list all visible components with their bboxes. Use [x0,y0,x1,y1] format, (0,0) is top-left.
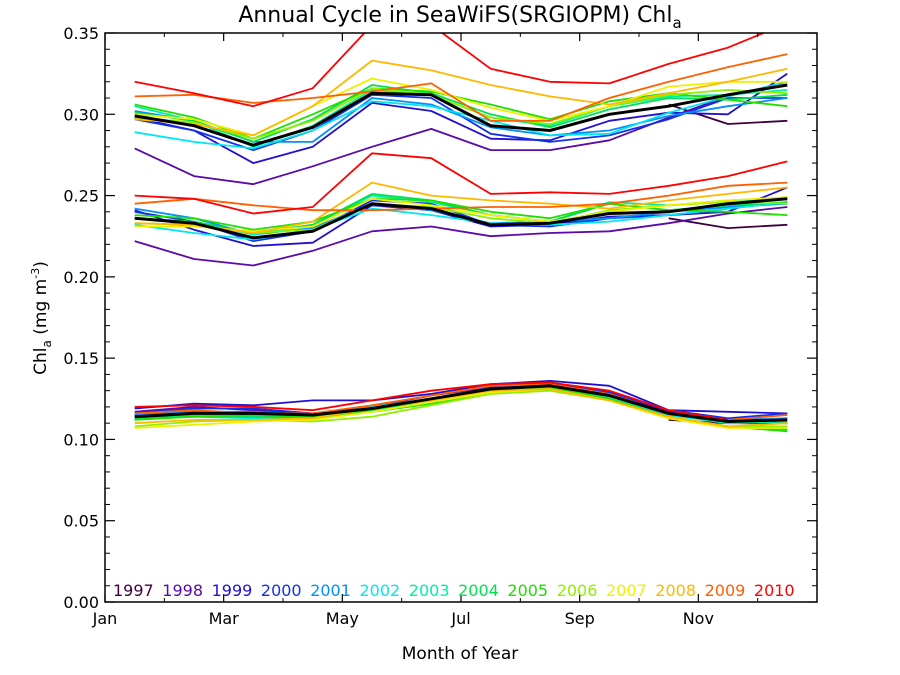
x-tick-label: Nov [683,609,714,628]
legend-entry-2008: 2008 [655,581,696,600]
series-line-2010-group-1 [134,33,766,108]
series-line-2010-group-3 [134,381,729,421]
y-tick-label: 0.00 [63,593,99,612]
legend-entry-2009: 2009 [705,581,746,600]
y-tick-label: 0.15 [63,349,99,368]
y-tick-label: 0.35 [63,24,99,43]
legend-entry-2004: 2004 [458,581,499,600]
chart-title-subscript: a [672,14,681,32]
series-line-2007-group-3 [134,388,788,429]
legend-entry-2010: 2010 [754,581,795,600]
legend-entry-2003: 2003 [409,581,450,600]
series-line-mean-group-2 [134,197,788,240]
y-tick-label: 0.25 [63,187,99,206]
ticks-layer: Jan Mar May Jul Sep Nov 0.00 0.05 0.10 0.15 0.20 0.… [63,24,818,628]
legend-entry-2007: 2007 [606,581,647,600]
series-line-2002-group-1 [134,80,788,150]
series-line-2008-group-1 [134,59,788,137]
legend-entry-2001: 2001 [310,581,351,600]
legend-entry-2006: 2006 [557,581,598,600]
y-axis-label-superscript: -3 [29,268,42,279]
x-tick-label: Jan [92,609,118,628]
chart-title: Annual Cycle in SeaWiFS(SRGIOPM) Chla [238,3,681,32]
y-axis-label-subscript: a [40,340,54,347]
y-tick-label: 0.10 [63,430,99,449]
series-line-2007-group-2 [134,196,788,233]
y-axis-label-units: (mg m [31,279,51,340]
series-line-2010-group-2 [134,152,788,215]
series-line-1999-group-3 [134,379,788,415]
x-tick-label: Jul [450,609,470,628]
series-line-2009-group-2 [134,181,788,212]
legend-entry-1998: 1998 [162,581,203,600]
y-tick-label: 0.20 [63,268,99,287]
legend-entry-2002: 2002 [360,581,401,600]
y-axis-label-close: ) [31,261,51,268]
series-line-1999-group-1 [134,72,788,165]
x-tick-label: Sep [565,609,595,628]
series-line-2004-group-1 [134,84,788,143]
legend-entry-1999: 1999 [212,581,253,600]
series-line-2008-group-3 [134,388,788,428]
legend-entry-2005: 2005 [507,581,548,600]
series-line-1998-group-2 [134,206,788,267]
legend-entry-1997: 1997 [113,581,154,600]
y-axis-label: Chla (mg m-3) [29,261,54,375]
x-axis-label: Month of Year [402,644,518,664]
series-line-mean-group-3 [134,384,788,423]
series-line-2008-group-2 [134,181,788,234]
series-line-2009-group-1 [134,53,788,122]
series-layer [134,33,788,433]
y-tick-label: 0.05 [63,512,99,531]
series-line-2002-group-2 [134,201,788,241]
x-tick-label: May [326,609,359,628]
legend: 1997 1998 1999 2000 2001 2002 2003 2004 2005 2006… [113,581,795,600]
series-line-1997-group-2 [668,217,788,230]
y-tick-label: 0.30 [63,105,99,124]
x-tick-label: Mar [209,609,240,628]
series-line-2006-group-1 [134,87,788,140]
legend-entry-2000: 2000 [261,581,302,600]
series-line-mean-group-1 [134,83,788,147]
